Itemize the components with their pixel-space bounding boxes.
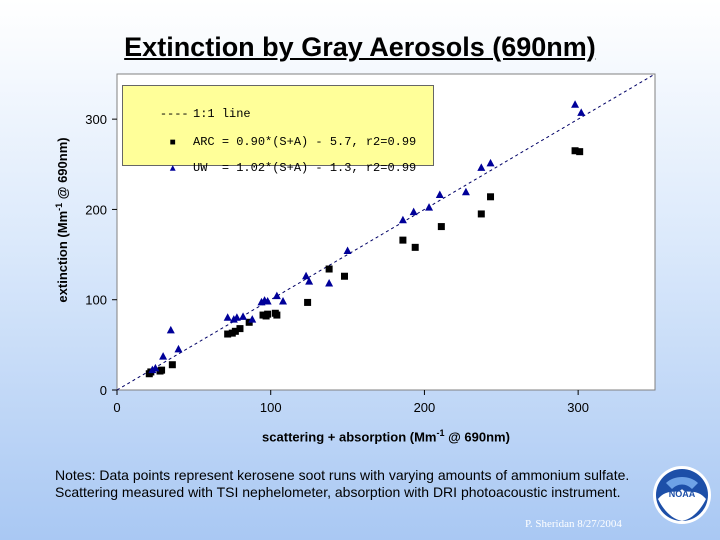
data-point-uw: [263, 297, 272, 305]
data-point-uw: [279, 297, 288, 305]
data-point-arc: [325, 265, 333, 273]
data-point-arc: [304, 298, 312, 306]
data-point-uw: [232, 313, 241, 321]
data-point-arc: [236, 325, 244, 333]
data-point-uw: [239, 312, 248, 320]
data-point-arc: [340, 272, 348, 280]
data-point-arc: [437, 223, 445, 231]
data-point-uw: [248, 315, 257, 323]
data-point-uw: [577, 108, 586, 116]
data-point-uw: [425, 203, 434, 211]
data-point-arc: [487, 193, 495, 201]
triangle-marker-icon: ▲: [169, 164, 176, 175]
data-point-uw: [159, 352, 168, 360]
legend: ---- 1:1 line ■ ARC = 0.90*(S+A) - 5.7, …: [122, 85, 434, 175]
data-point-uw: [398, 215, 407, 224]
y-tick-label: 100: [85, 293, 107, 308]
data-point-arc: [477, 210, 485, 218]
data-point-uw: [409, 207, 418, 216]
data-point-uw: [461, 187, 470, 196]
one-to-one-line: [116, 73, 656, 391]
y-tick-label: 0: [100, 383, 107, 398]
data-point-arc: [264, 310, 272, 318]
legend-item-arc: ■ ARC = 0.90*(S+A) - 5.7, r2=0.99: [131, 118, 416, 149]
data-point-arc: [576, 148, 584, 156]
data-point-arc: [411, 243, 419, 251]
data-point-uw: [174, 344, 183, 353]
data-point-uw: [435, 190, 444, 198]
data-point-arc: [399, 236, 407, 244]
dashed-line-icon: ----: [159, 107, 189, 121]
data-point-uw: [305, 277, 314, 285]
x-axis-label: scattering + absorption (Mm-1 @ 690nm): [262, 428, 510, 445]
data-point-arc: [158, 366, 166, 374]
legend-label-uw: UW = 1.02*(S+A) - 1.3, r2=0.99: [193, 161, 417, 175]
data-point-arc: [231, 327, 239, 335]
data-point-arc: [273, 311, 281, 319]
data-point-uw: [166, 325, 175, 334]
data-point-uw: [486, 158, 495, 167]
square-marker-icon: ■: [169, 138, 176, 149]
chart-title: Extinction by Gray Aerosols (690nm): [124, 32, 596, 62]
data-point-uw: [325, 278, 334, 287]
data-point-uw: [151, 363, 160, 372]
legend-label-1to1: 1:1 line: [193, 107, 251, 121]
data-point-arc: [168, 361, 176, 369]
legend-item-uw: ▲ UW = 1.02*(S+A) - 1.3, r2=0.99: [131, 144, 416, 175]
data-point-arc: [224, 330, 232, 338]
data-point-uw: [302, 271, 311, 280]
data-point-uw: [223, 313, 232, 321]
x-tick-label: 0: [113, 400, 120, 415]
x-tick-label: 200: [414, 400, 436, 415]
author-credit: P. Sheridan 8/27/2004: [525, 518, 622, 530]
data-point-uw: [571, 100, 580, 108]
y-tick-label: 300: [85, 112, 107, 127]
logo-text: NOAA: [669, 489, 696, 499]
y-tick-label: 200: [85, 202, 107, 217]
data-point-uw: [477, 163, 486, 171]
legend-item-1to1: ---- 1:1 line: [131, 90, 251, 121]
data-point-uw: [272, 291, 281, 300]
x-tick-label: 100: [260, 400, 282, 415]
legend-label-arc: ARC = 0.90*(S+A) - 5.7, r2=0.99: [193, 135, 417, 149]
x-tick-label: 300: [567, 400, 589, 415]
data-point-arc: [571, 147, 579, 155]
data-point-uw: [343, 246, 352, 254]
notes-text: Notes: Data points represent kerosene so…: [55, 467, 630, 500]
noaa-logo: NOAA: [653, 466, 711, 524]
